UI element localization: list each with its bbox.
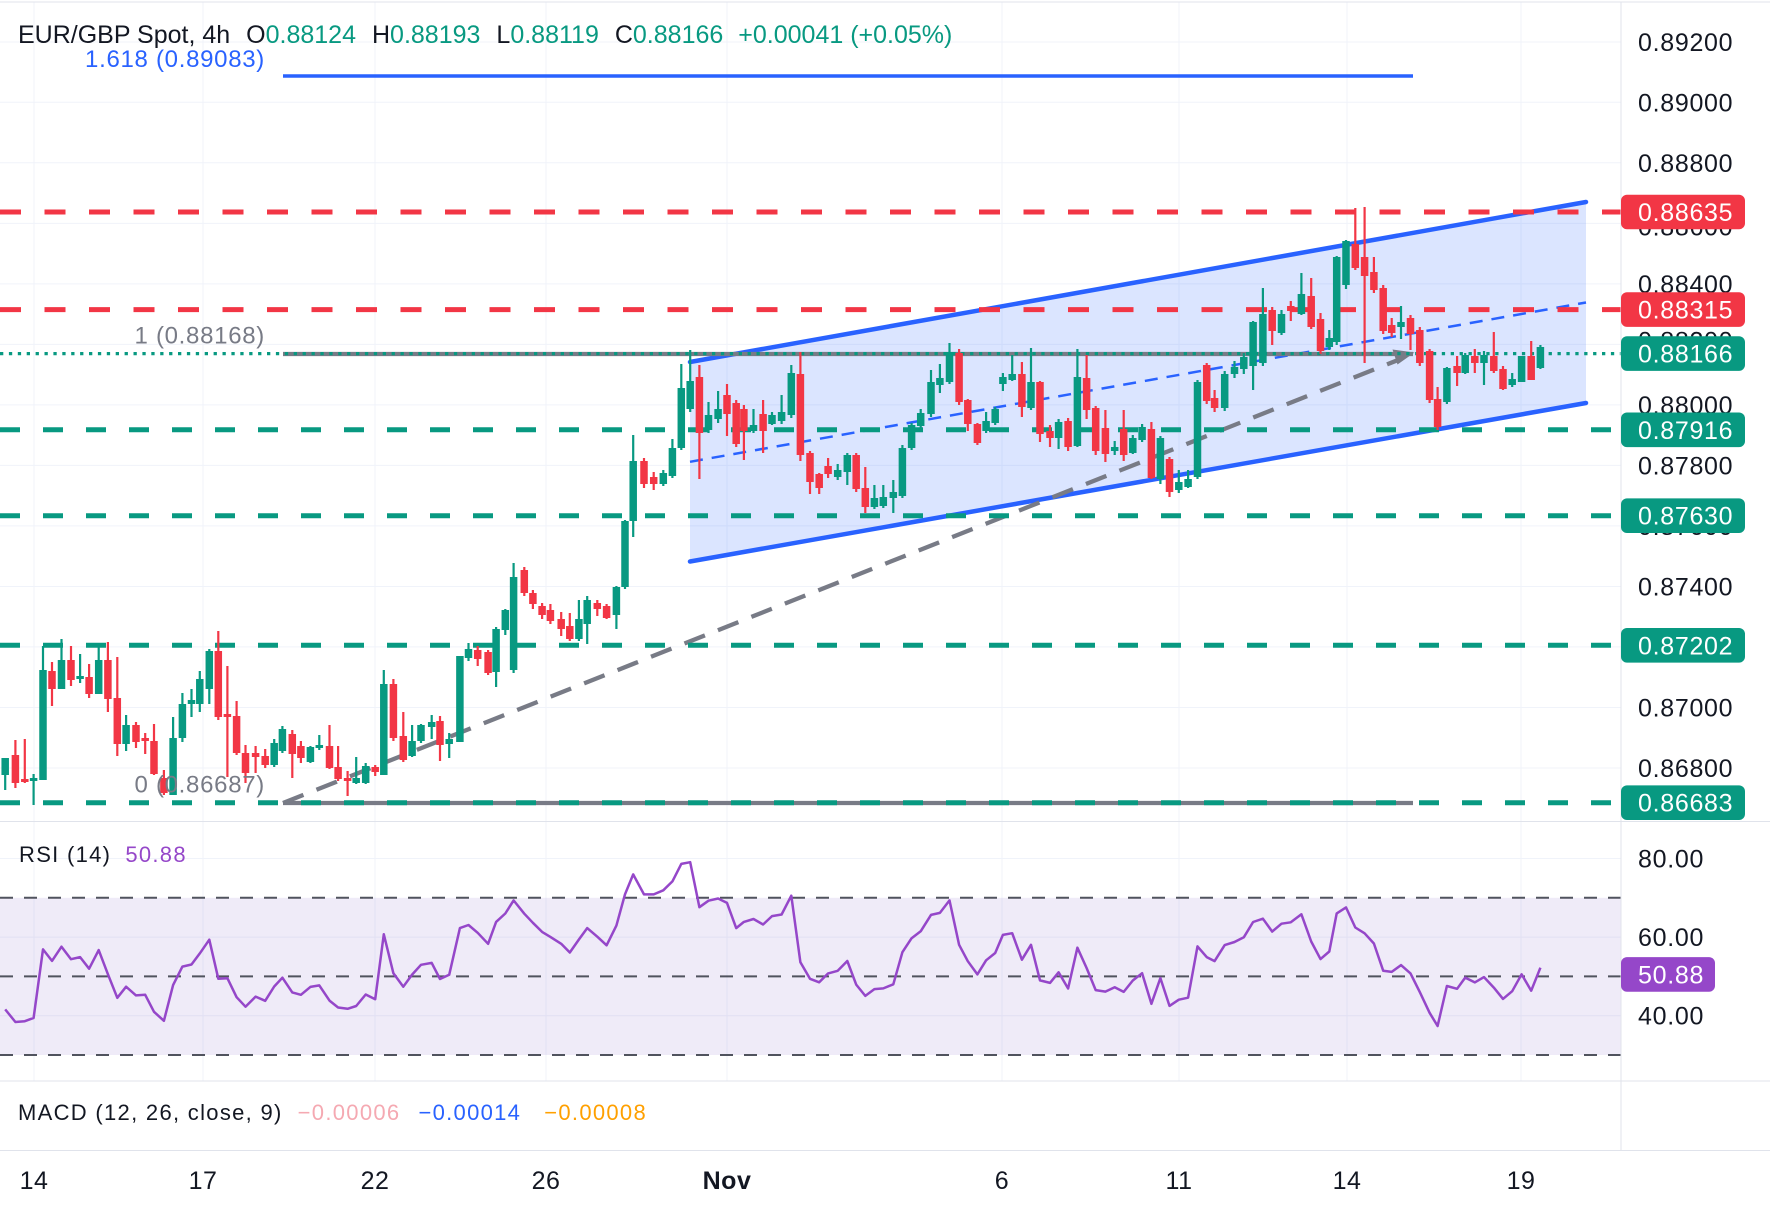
svg-text:80.00: 80.00 (1638, 846, 1704, 874)
svg-text:0.87000: 0.87000 (1638, 695, 1733, 723)
svg-text:0.87400: 0.87400 (1638, 574, 1733, 602)
svg-text:22: 22 (361, 1167, 390, 1195)
svg-text:0.88166: 0.88166 (1638, 341, 1733, 369)
svg-text:0.88635: 0.88635 (1638, 199, 1733, 227)
svg-text:0.87202: 0.87202 (1638, 632, 1733, 660)
svg-text:19: 19 (1507, 1167, 1536, 1195)
svg-text:0.88315: 0.88315 (1638, 297, 1733, 325)
svg-text:Nov: Nov (703, 1167, 752, 1195)
svg-text:RSI (14)50.88: RSI (14) 50.88 (19, 842, 187, 867)
svg-text:1.618 (0.89083): 1.618 (0.89083) (85, 46, 265, 73)
svg-text:0.89200: 0.89200 (1638, 29, 1733, 57)
svg-text:14: 14 (1333, 1167, 1362, 1195)
svg-text:11: 11 (1166, 1167, 1193, 1195)
svg-text:14: 14 (20, 1167, 49, 1195)
svg-text:40.00: 40.00 (1638, 1003, 1704, 1031)
svg-text:0.86683: 0.86683 (1638, 790, 1733, 818)
svg-text:50.88: 50.88 (1638, 961, 1704, 989)
svg-text:60.00: 60.00 (1638, 924, 1704, 952)
svg-text:17: 17 (189, 1167, 218, 1195)
svg-text:0.87800: 0.87800 (1638, 452, 1733, 480)
svg-text:0.86800: 0.86800 (1638, 755, 1733, 783)
svg-text:0 (0.86687): 0 (0.86687) (135, 772, 265, 799)
svg-text:6: 6 (995, 1167, 1009, 1195)
svg-text:MACD (12, 26, close, 9)−0.0000: MACD (12, 26, close, 9) −0.00006 −0.00014−… (18, 1100, 647, 1125)
svg-text:0.89000: 0.89000 (1638, 89, 1733, 117)
svg-text:1 (0.88168): 1 (0.88168) (135, 323, 265, 350)
svg-text:0.87630: 0.87630 (1638, 503, 1733, 531)
svg-text:26: 26 (532, 1167, 561, 1195)
svg-text:0.87916: 0.87916 (1638, 417, 1733, 445)
svg-text:0.88800: 0.88800 (1638, 150, 1733, 178)
